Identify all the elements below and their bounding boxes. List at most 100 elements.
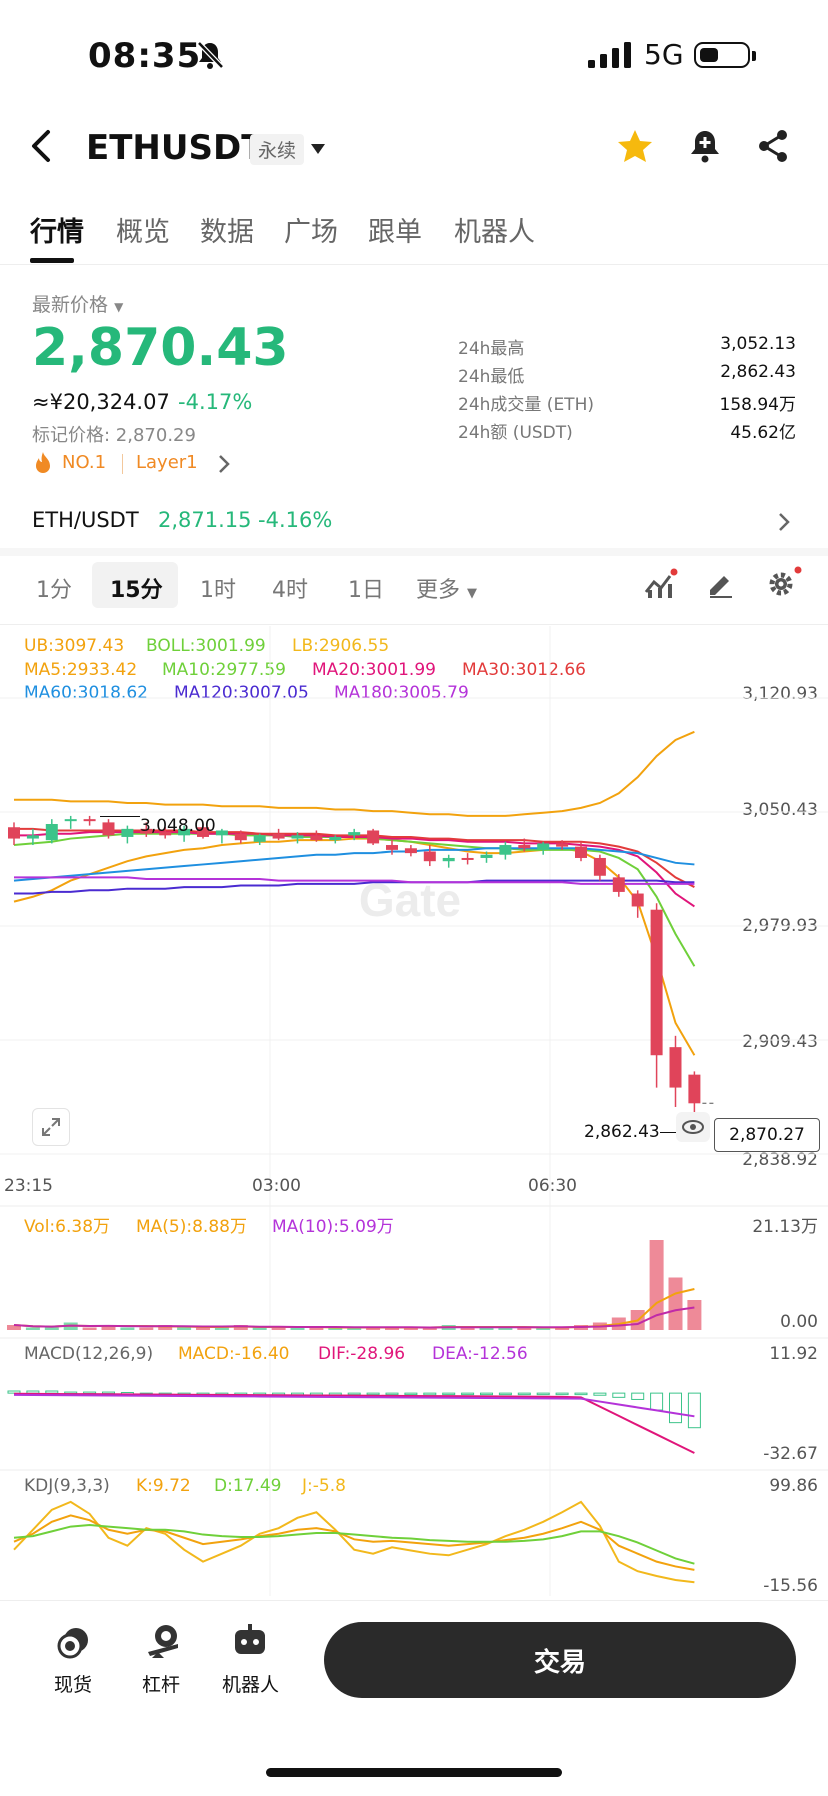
volume-bar [196, 1327, 210, 1330]
macd-bar [498, 1392, 512, 1396]
nav-robot[interactable]: 机器人 [222, 1674, 280, 1696]
candle-body [537, 843, 550, 850]
time-axis-1: 23:15 [4, 1176, 53, 1196]
share-icon[interactable] [756, 128, 790, 168]
rank-badge[interactable]: NO.1 [62, 452, 107, 473]
macd-axis-min: -32.67 [763, 1444, 818, 1464]
vol-ma5-label: MA(5):8.88万 [136, 1217, 247, 1237]
candle-body [178, 828, 191, 836]
battery-icon [694, 42, 750, 68]
rank-divider [122, 454, 123, 474]
vol-axis-min: 0.00 [780, 1312, 818, 1332]
volume-bar [44, 1327, 59, 1330]
spot-pair-change: -4.16% [258, 508, 333, 532]
macd-bar [45, 1390, 59, 1394]
volume-ma5-line [13, 1288, 695, 1329]
latest-price-label[interactable]: 最新价格 ▼ [32, 294, 124, 316]
price-axis-4: 2,909.43 [742, 1032, 818, 1052]
macd-bar [404, 1392, 418, 1396]
tab-square[interactable]: 广场 [284, 217, 338, 248]
timeframe-1h[interactable]: 1时 [200, 578, 236, 603]
tab-data[interactable]: 数据 [200, 217, 254, 248]
candle-body [253, 835, 266, 842]
vol-axis-max: 21.13万 [752, 1217, 818, 1237]
silent-bell-icon [196, 40, 224, 74]
expand-icon[interactable] [32, 1108, 70, 1146]
candle-body [348, 832, 361, 836]
settings-gear-icon[interactable] [766, 566, 802, 602]
timeframe-1d[interactable]: 1日 [348, 578, 384, 603]
contract-type-badge[interactable]: 永续 [250, 134, 305, 165]
chevron-right-icon[interactable] [778, 512, 790, 536]
volume-bar [555, 1327, 570, 1330]
spot-pair-name[interactable]: ETH/USDT [32, 508, 139, 532]
candle-body [556, 843, 569, 847]
signal-icon [588, 42, 632, 72]
current-price-tag[interactable]: 2,870.27 [714, 1118, 820, 1152]
kline-chart[interactable]: Gate [0, 626, 828, 1596]
kdj-k: K:9.72 [136, 1476, 191, 1496]
candle-body [575, 846, 587, 858]
macd-bar [480, 1392, 493, 1396]
category-tag[interactable]: Layer1 [136, 452, 198, 473]
tab-overview[interactable]: 概览 [116, 217, 170, 248]
candle-body [291, 835, 304, 839]
ma-line-ma120 [14, 879, 695, 895]
indicator-icon[interactable] [644, 568, 678, 604]
tab-market[interactable]: 行情 [30, 217, 84, 248]
nav-spot[interactable]: 现货 [54, 1674, 93, 1696]
leverage-icon[interactable] [144, 1622, 182, 1664]
trade-button[interactable]: 交易 [324, 1622, 796, 1698]
chevron-right-icon[interactable] [218, 454, 230, 478]
macd-bar [442, 1392, 456, 1396]
boll-ub: UB:3097.43 [24, 636, 125, 656]
volume-bar [460, 1327, 475, 1330]
battery-tip [752, 51, 756, 61]
macd-dea-line [13, 1393, 695, 1418]
ma-line-ma180 [14, 876, 695, 885]
timeframe-15m[interactable]: 15分 [110, 578, 163, 603]
timeframe-4h[interactable]: 4时 [272, 578, 308, 603]
kdj-d-line [13, 1523, 695, 1565]
ma30-label: MA30:3012.66 [462, 660, 586, 680]
vol-ma10-label: MA(10):5.09万 [272, 1217, 394, 1237]
macd-dif-line [13, 1392, 695, 1454]
candle-body [215, 830, 228, 836]
timeframe-more[interactable]: 更多 ▼ [416, 578, 478, 603]
candle-body [159, 832, 172, 836]
network-type: 5G [644, 38, 684, 71]
pair-title[interactable]: ETHUSDT [86, 128, 265, 168]
candle-body [386, 845, 398, 850]
volume-bar [422, 1327, 437, 1330]
volume-bar [385, 1327, 399, 1330]
dif-value: DIF:-28.96 [318, 1344, 406, 1364]
high-marker-line [100, 816, 140, 817]
candle-body [631, 893, 644, 907]
candle-body [650, 909, 663, 1056]
nav-leverage[interactable]: 杠杆 [142, 1674, 181, 1696]
draw-pen-icon[interactable] [706, 570, 734, 602]
robot-icon[interactable] [232, 1622, 268, 1662]
spot-icon[interactable] [56, 1624, 92, 1664]
stat-volume-value: 158.94万 [719, 395, 796, 415]
candle-body [121, 828, 134, 837]
volume-ma10-line [13, 1306, 695, 1329]
home-indicator [266, 1768, 562, 1777]
macd-bar [517, 1392, 531, 1396]
chevron-down-icon[interactable] [310, 140, 326, 159]
candle-body [272, 833, 285, 839]
back-icon[interactable] [28, 128, 56, 168]
macd-bar [385, 1392, 399, 1396]
dea-value: DEA:-12.56 [432, 1344, 528, 1364]
price-alert-icon[interactable] [688, 128, 722, 168]
stat-low-label: 24h最低 [458, 367, 525, 387]
eye-icon[interactable] [676, 1112, 710, 1142]
time-axis-3: 06:30 [528, 1176, 577, 1196]
stat-turnover-value: 45.62亿 [730, 423, 796, 443]
tab-copy-trading[interactable]: 跟单 [368, 217, 422, 248]
macd-bar [347, 1392, 361, 1396]
favorite-star-icon[interactable] [616, 128, 654, 168]
volume-bar [25, 1327, 40, 1330]
timeframe-1m[interactable]: 1分 [36, 578, 72, 603]
tab-bots[interactable]: 机器人 [454, 217, 535, 248]
